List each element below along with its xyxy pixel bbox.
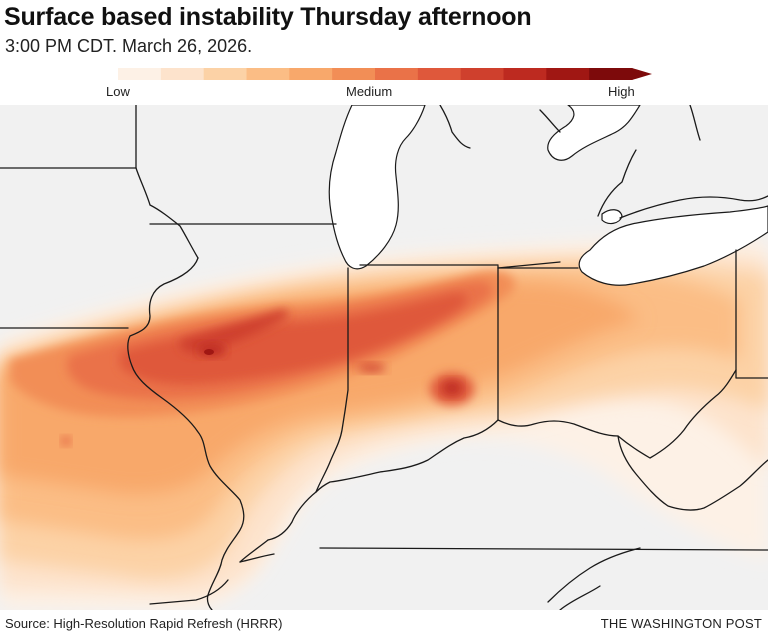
legend-swatch xyxy=(417,68,462,80)
legend-swatch xyxy=(546,68,590,80)
legend-swatch xyxy=(289,68,333,80)
legend-swatch xyxy=(246,68,290,80)
lake-erie xyxy=(578,205,768,286)
legend-swatch xyxy=(332,68,376,80)
state-borders xyxy=(0,105,768,610)
legend-swatch xyxy=(460,68,504,80)
legend-low-label: Low xyxy=(106,84,130,99)
legend-swatch xyxy=(160,68,205,80)
legend-swatch xyxy=(503,68,547,80)
legend-color-ramp xyxy=(118,68,652,80)
publisher-credit: THE WASHINGTON POST xyxy=(600,616,762,631)
legend-high-label: High xyxy=(608,84,635,99)
instability-field xyxy=(0,235,768,610)
map-subtitle: 3:00 PM CDT. March 26, 2026. xyxy=(5,36,253,56)
lake-st-clair xyxy=(601,209,623,225)
legend-arrow xyxy=(632,68,652,80)
lake-huron xyxy=(547,105,641,161)
water-bodies xyxy=(328,105,768,286)
color-legend: Low Medium High xyxy=(106,68,652,99)
lake-michigan xyxy=(328,105,426,270)
legend-medium-label: Medium xyxy=(346,84,393,99)
legend-swatch xyxy=(203,68,247,80)
legend-swatch xyxy=(118,68,162,80)
source-credit: Source: High-Resolution Rapid Refresh (H… xyxy=(5,616,283,631)
legend-swatch xyxy=(375,68,419,80)
map-title: Surface based instability Thursday after… xyxy=(4,3,532,31)
legend-swatch xyxy=(589,68,633,80)
instability-map xyxy=(0,105,768,610)
